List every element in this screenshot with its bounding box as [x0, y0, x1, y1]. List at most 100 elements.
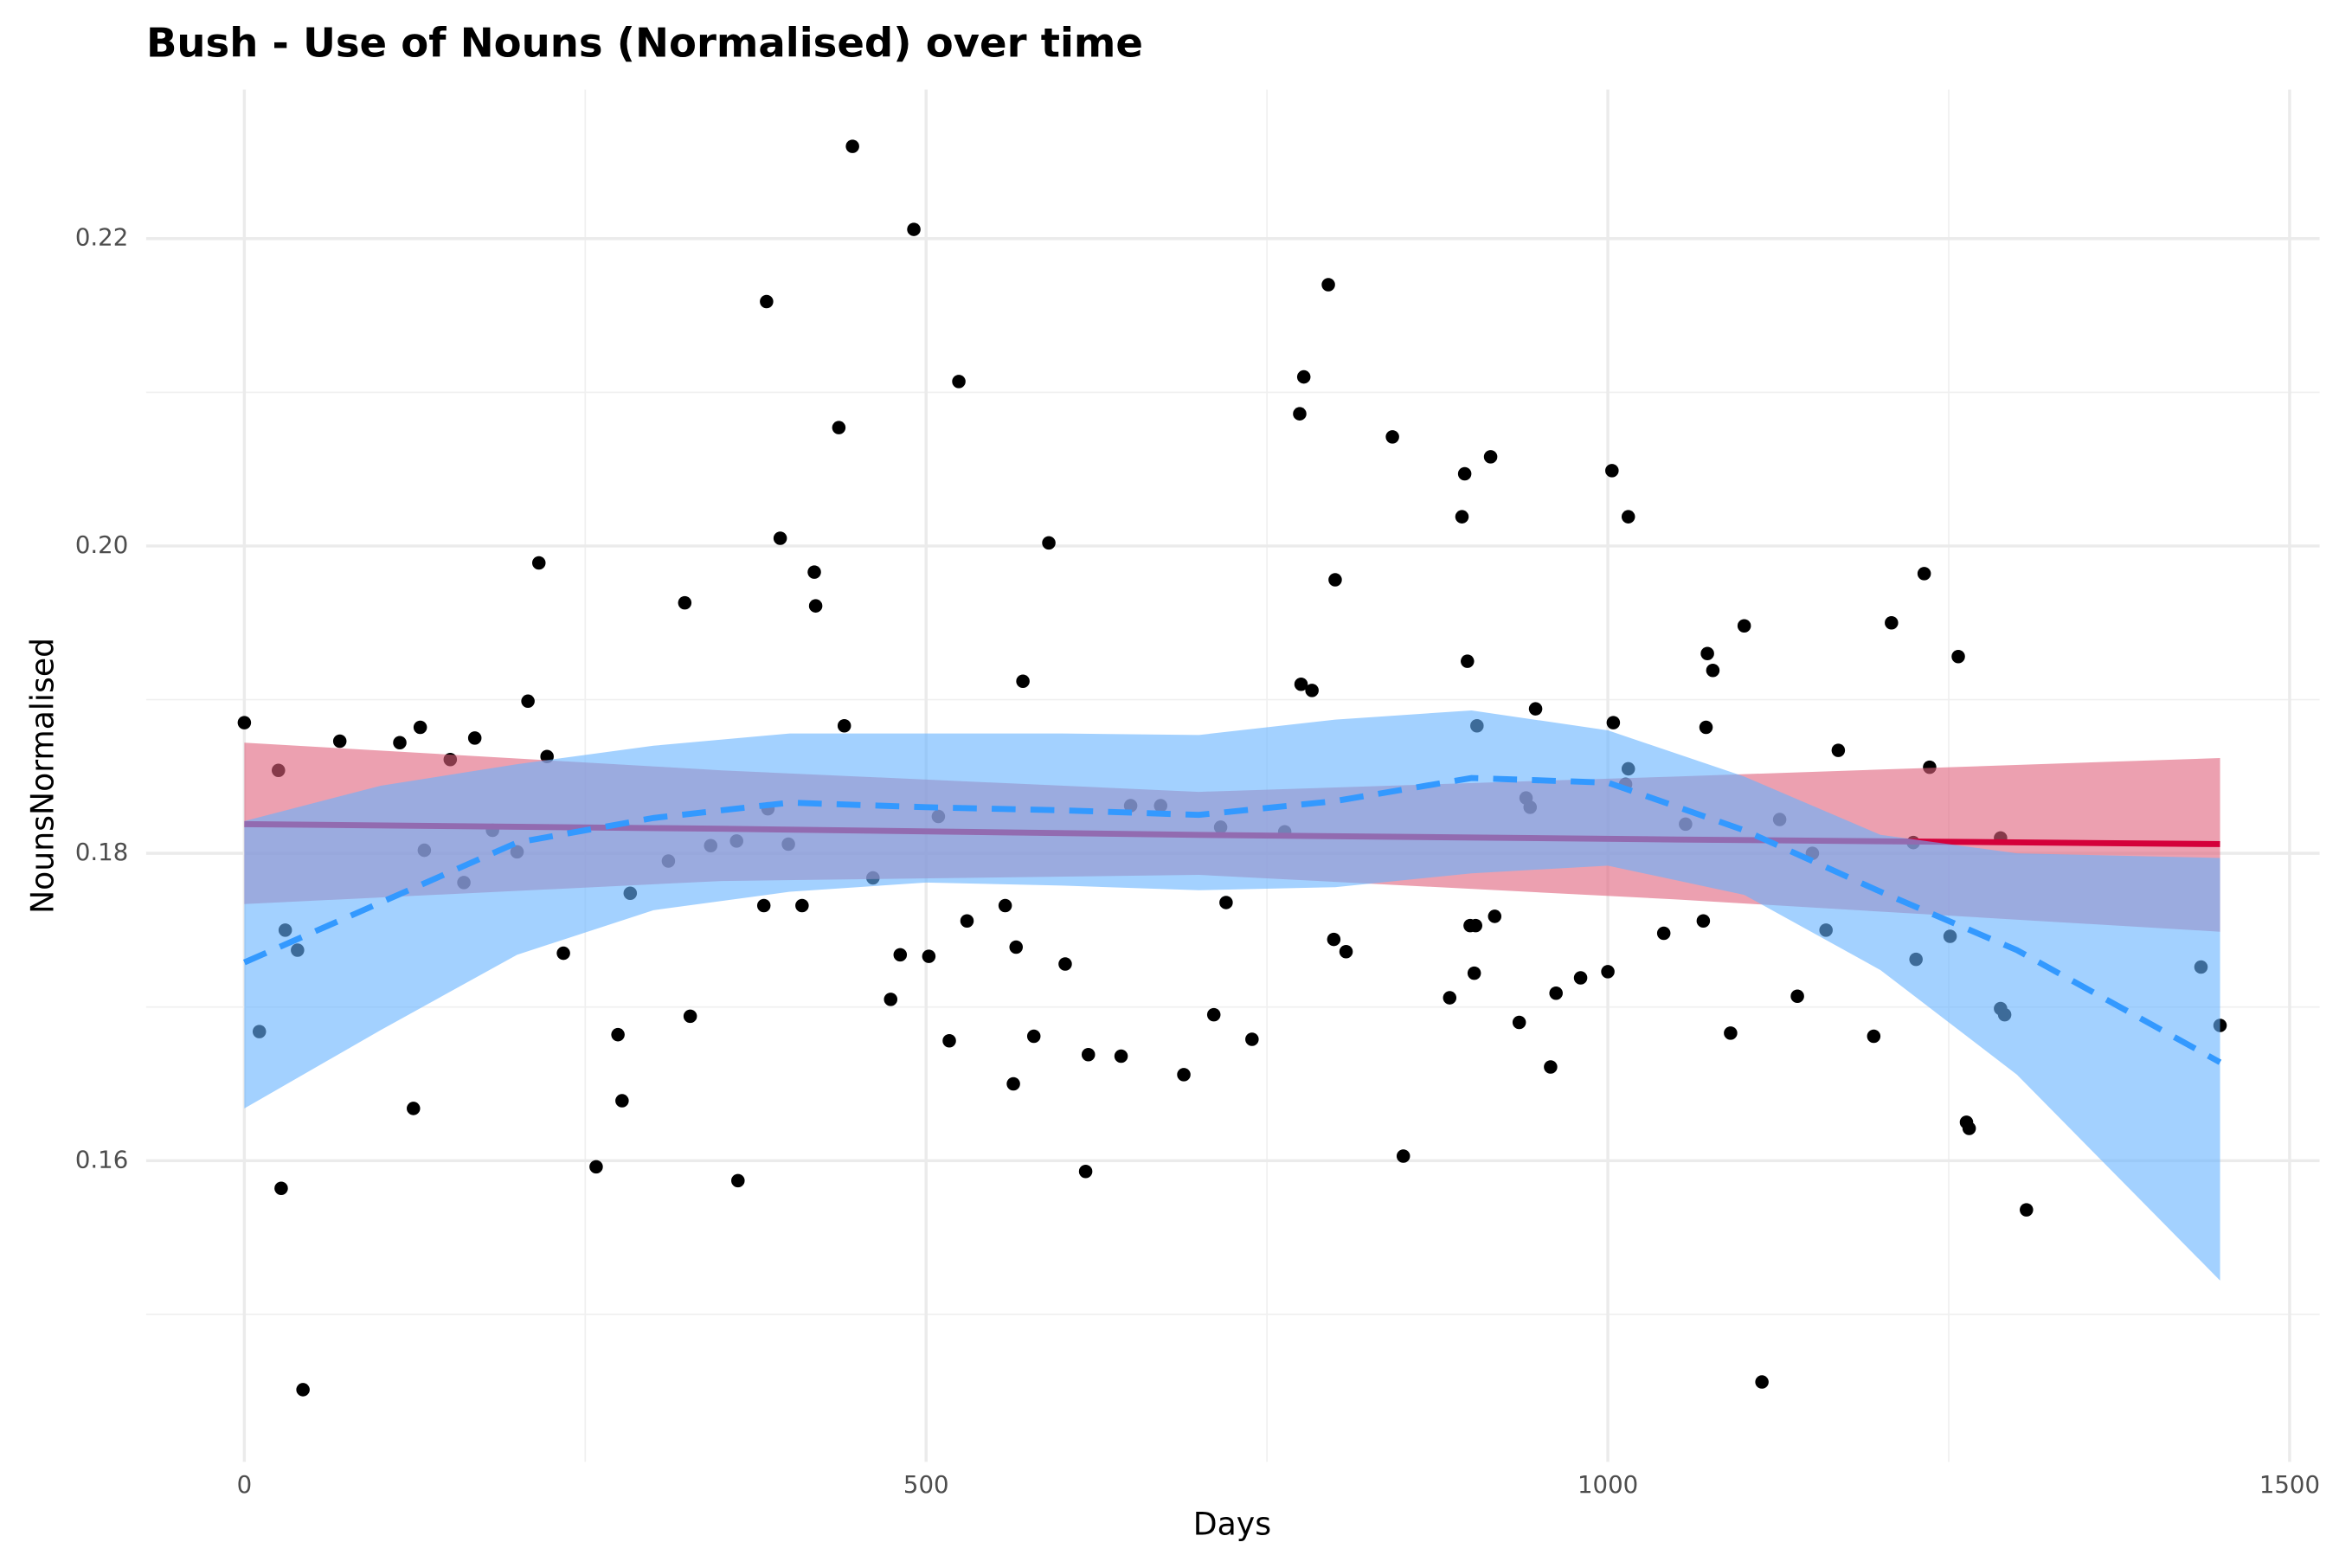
- y-axis-label: NounsNormalised: [24, 638, 61, 914]
- data-point: [960, 914, 974, 929]
- data-point: [1321, 278, 1335, 292]
- data-point: [1328, 573, 1342, 587]
- y-tick-label: 0.18: [75, 838, 128, 866]
- data-point: [521, 694, 535, 709]
- data-point: [1483, 450, 1498, 464]
- data-point: [1737, 619, 1751, 633]
- data-point: [1026, 1029, 1041, 1044]
- data-point: [1606, 716, 1621, 729]
- data-point: [907, 222, 921, 236]
- data-point: [942, 1034, 956, 1048]
- y-tick-label: 0.22: [75, 223, 128, 252]
- data-point: [1696, 914, 1711, 929]
- data-point: [998, 898, 1012, 913]
- data-point: [1549, 986, 1563, 1000]
- data-point: [1296, 370, 1311, 384]
- data-point: [1917, 567, 1931, 581]
- data-point: [1656, 926, 1671, 941]
- data-point: [237, 716, 252, 729]
- data-point: [1573, 971, 1588, 985]
- data-point: [1058, 957, 1072, 971]
- data-point: [1294, 678, 1308, 691]
- data-point: [1177, 1068, 1191, 1082]
- data-point: [832, 421, 846, 434]
- data-point: [1305, 684, 1319, 697]
- data-point: [1443, 991, 1457, 1005]
- data-point: [1042, 536, 1056, 550]
- data-point: [1457, 466, 1472, 481]
- data-point: [1245, 1032, 1259, 1046]
- data-point: [884, 993, 898, 1006]
- data-point: [1396, 1149, 1410, 1163]
- data-point: [393, 736, 407, 750]
- y-tick-label: 0.16: [75, 1145, 128, 1173]
- data-point: [1468, 918, 1482, 933]
- data-point: [1544, 1060, 1558, 1074]
- data-point: [407, 1102, 421, 1115]
- data-point: [1009, 940, 1023, 954]
- data-point: [611, 1027, 625, 1042]
- data-point: [1006, 1076, 1020, 1091]
- x-tick-label: 1000: [1578, 1470, 1638, 1499]
- data-point: [1621, 510, 1635, 524]
- data-point: [731, 1173, 745, 1188]
- data-point: [1528, 702, 1543, 716]
- data-point: [1700, 646, 1714, 661]
- data-point: [1016, 674, 1030, 688]
- data-point: [1339, 945, 1353, 959]
- data-point: [845, 139, 859, 153]
- x-axis-label: Days: [1193, 1506, 1271, 1543]
- data-point: [807, 565, 821, 579]
- data-point: [1455, 510, 1469, 524]
- x-tick-label: 0: [237, 1470, 253, 1499]
- data-point: [413, 720, 427, 735]
- data-point: [1467, 966, 1481, 980]
- data-point: [296, 1383, 310, 1397]
- data-point: [332, 734, 347, 749]
- x-tick-label: 500: [903, 1470, 949, 1499]
- data-point: [1385, 430, 1399, 444]
- data-point: [922, 949, 936, 963]
- x-tick-label: 1500: [2259, 1470, 2320, 1499]
- data-point: [678, 595, 692, 610]
- data-point: [1114, 1049, 1128, 1064]
- data-point: [1951, 650, 1965, 664]
- data-point: [1885, 615, 1899, 630]
- data-point: [760, 294, 774, 309]
- data-point: [1293, 407, 1307, 421]
- confidence-band: [244, 710, 2220, 1281]
- data-point: [556, 946, 570, 961]
- chart-title: Bush - Use of Nouns (Normalised) over ti…: [146, 20, 1143, 67]
- data-point: [1706, 664, 1720, 678]
- data-point: [773, 531, 787, 545]
- data-point: [531, 556, 546, 570]
- data-point: [1962, 1121, 1976, 1135]
- data-point: [952, 375, 966, 389]
- data-point: [1831, 743, 1846, 757]
- data-point: [1755, 1375, 1769, 1389]
- fit-line: [243, 774, 2222, 1065]
- data-point: [1601, 965, 1615, 979]
- data-point: [1078, 1164, 1093, 1179]
- data-point: [1206, 1007, 1221, 1022]
- data-point: [589, 1160, 603, 1174]
- data-point: [1081, 1048, 1096, 1062]
- data-point: [683, 1009, 697, 1024]
- data-point: [893, 948, 908, 962]
- data-point: [1699, 720, 1713, 735]
- data-point: [274, 1181, 288, 1196]
- y-tick-label: 0.20: [75, 530, 128, 559]
- data-point: [795, 898, 809, 913]
- data-point: [1461, 654, 1475, 668]
- data-point: [1867, 1029, 1881, 1044]
- data-point: [808, 599, 823, 613]
- data-point: [1724, 1026, 1738, 1040]
- data-point: [1327, 932, 1341, 947]
- data-point: [467, 731, 482, 745]
- data-point: [1488, 909, 1502, 923]
- data-point: [1512, 1015, 1526, 1030]
- data-point: [1790, 989, 1804, 1004]
- data-point: [615, 1094, 629, 1108]
